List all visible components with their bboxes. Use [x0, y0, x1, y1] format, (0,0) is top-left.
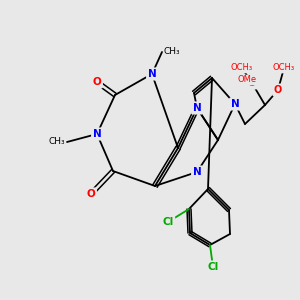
Text: Cl: Cl	[207, 262, 219, 272]
Text: O: O	[248, 78, 256, 88]
Text: CH₃: CH₃	[48, 137, 65, 146]
Text: N: N	[231, 99, 239, 109]
Text: N: N	[193, 167, 201, 177]
Text: Cl: Cl	[162, 217, 174, 227]
Text: N: N	[148, 69, 156, 79]
Text: CH₃: CH₃	[164, 47, 181, 56]
Text: N: N	[93, 129, 101, 139]
Text: O: O	[93, 77, 101, 87]
Text: OCH₃: OCH₃	[231, 64, 253, 73]
Text: N: N	[193, 103, 201, 113]
Text: O: O	[87, 189, 95, 199]
Text: O: O	[274, 85, 282, 95]
Text: OCH₃: OCH₃	[273, 64, 295, 73]
Text: OMe: OMe	[237, 76, 256, 85]
